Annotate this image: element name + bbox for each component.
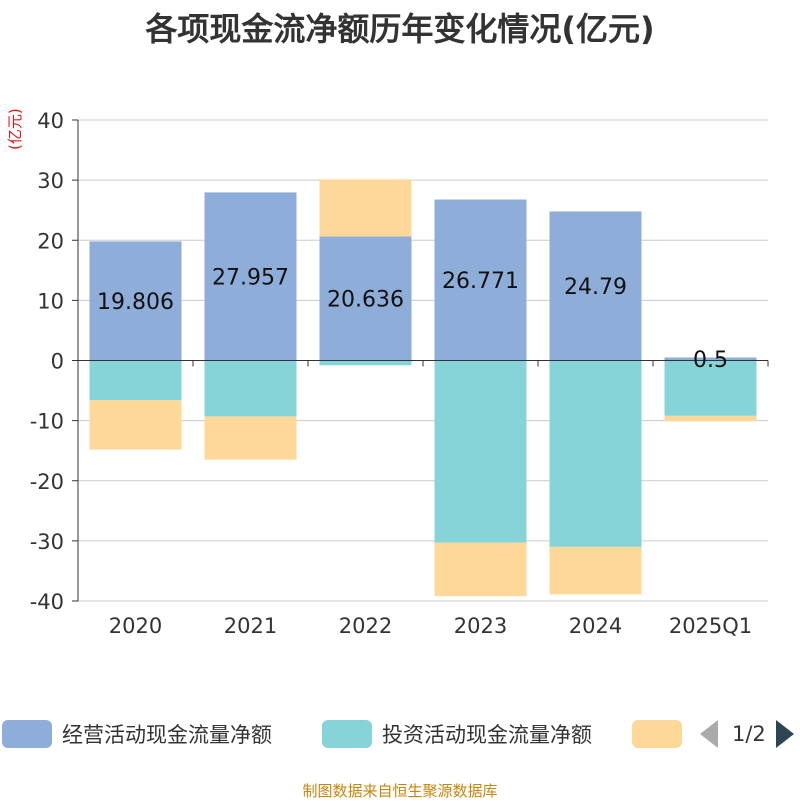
bar-2023-series-0 [434,199,527,361]
stacked-bar-chart: 40 30 20 10 0 -10 -20 -30 -40 2020 2021 2022 2023 202… [30,109,769,638]
legend-page-indicator: 1/2 [732,722,766,746]
axes: 40 30 20 10 0 -10 -20 -30 -40 2020 2021 2022 2023 202… [30,109,769,638]
bar-2021-series-1 [204,360,297,417]
legend-label-investing: 投资活动现金流量净额 [382,723,592,747]
y-tick-label: -30 [30,530,64,554]
bar-2022-series-0 [319,236,412,361]
y-tick-label: -20 [30,470,64,494]
bar-2024-series-1 [549,360,642,547]
legend-swatch-investing [322,720,372,748]
bar-2020-series-0 [89,241,182,361]
data-label: 20.636 [327,287,404,312]
legend-item-financing[interactable] [632,714,692,754]
legend-swatch-financing [632,720,682,748]
y-tick-label: -40 [30,590,64,614]
bar-2021-series-0 [204,192,297,361]
data-label: 27.957 [212,265,289,290]
x-tick-label: 2024 [569,614,622,638]
data-label: 19.806 [97,290,174,315]
legend: 经营活动现金流量净额 投资活动现金流量净额 1/2 [0,714,800,754]
x-tick-label: 2023 [454,614,507,638]
y-tick-label: 30 [37,169,64,193]
legend-label-operating: 经营活动现金流量净额 [62,723,272,747]
bar-2020-series-2 [89,400,182,450]
data-source-note: 制图数据来自恒生聚源数据库 [302,782,498,800]
bar-2021-series-2 [204,416,297,460]
legend-item-operating[interactable]: 经营活动现金流量净额 [2,714,272,754]
x-tick-label: 2021 [224,614,277,638]
bar-2025Q1-series-1 [664,360,757,416]
data-label: 26.771 [442,269,519,294]
legend-next-page-icon[interactable] [775,720,794,748]
bar-2025Q1-series-2 [664,415,757,422]
data-label: 0.5 [693,348,728,373]
legend-prev-page-icon[interactable] [700,720,718,748]
bar-2023-series-2 [434,542,527,597]
x-tick-label: 2020 [109,614,162,638]
bar-2020-series-1 [89,360,182,401]
bar-2022-series-2 [319,179,412,237]
x-tick-label: 2025Q1 [669,614,752,638]
bars [89,179,757,597]
y-tick-label: 40 [37,109,64,133]
x-tick-label: 2022 [339,614,392,638]
bar-2023-series-1 [434,360,527,543]
data-labels: 19.806 27.957 20.636 26.771 24.79 0.5 [97,265,728,373]
y-tick-label: 10 [37,289,64,313]
legend-swatch-operating [2,720,52,748]
y-tick-label: 0 [51,350,64,374]
gridlines [78,119,768,602]
bar-2024-series-0 [549,211,642,361]
bar-2022-series-1 [319,360,412,366]
chart-title: 各项现金流净额历年变化情况(亿元) [145,10,655,48]
bar-2025Q1-series-0 [664,357,757,361]
y-tick-label: 20 [37,229,64,253]
data-label: 24.79 [564,275,627,300]
legend-pager: 1/2 [700,714,794,754]
y-tick-label: -10 [30,410,64,434]
bar-2024-series-2 [549,546,642,595]
legend-item-investing[interactable]: 投资活动现金流量净额 [322,714,592,754]
